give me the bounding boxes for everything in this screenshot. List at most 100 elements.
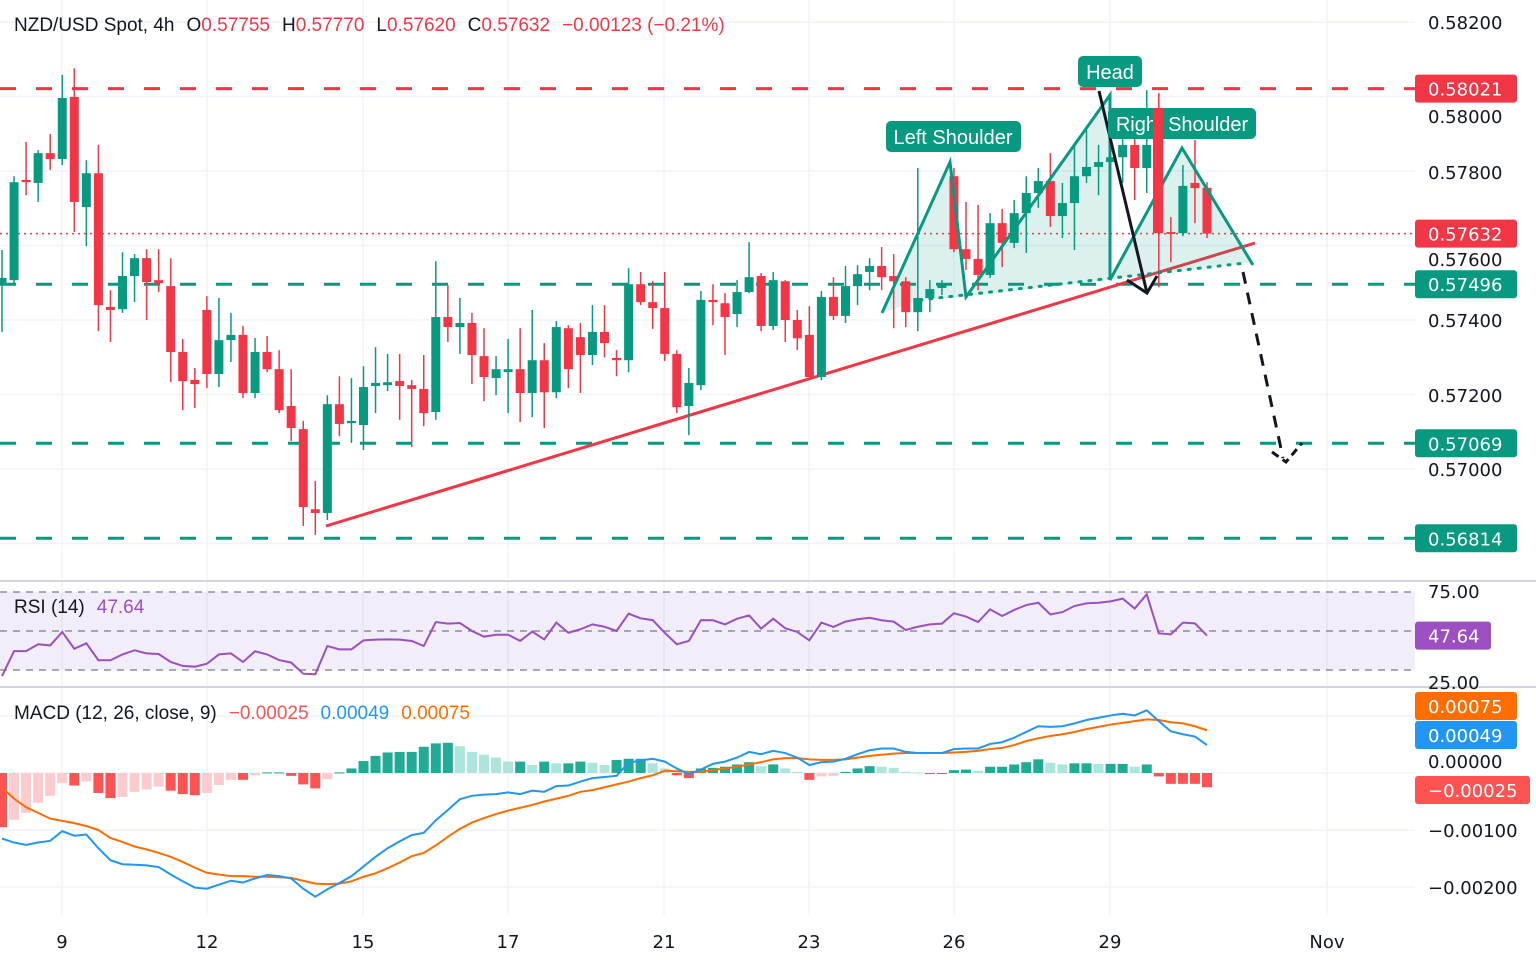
projection-arrow[interactable] [1241, 271, 1285, 459]
macd-hist-tag-bg [1415, 776, 1530, 804]
candle-body [154, 280, 164, 284]
candle-body [539, 360, 549, 393]
candle-body [575, 337, 585, 356]
right-shoulder-candle-overlay [1153, 108, 1163, 233]
candle-body [660, 308, 670, 354]
candle-body [997, 223, 1007, 243]
macd-signal-tag: 0.00075 [1428, 697, 1502, 718]
macd-histogram-bar [840, 771, 851, 773]
open-value: 0.57755 [201, 15, 270, 36]
candle-body [636, 284, 646, 303]
macd-histogram-bar [322, 773, 333, 780]
macd-histogram-bar [1189, 773, 1200, 784]
label-head[interactable]: Head [1078, 56, 1142, 87]
candle-body [431, 317, 441, 413]
candle-body [913, 298, 923, 313]
grid [0, 0, 1415, 915]
macd-histogram-bar [1141, 764, 1152, 773]
macd-histogram-bar [816, 773, 827, 777]
macd-histogram-bar [780, 768, 791, 773]
candle-body [238, 334, 248, 394]
candle-body [1094, 162, 1104, 167]
macd-histogram-bar [611, 759, 622, 773]
candle-body [648, 302, 658, 309]
candle-body [21, 179, 31, 183]
price-tick-label: 0.57800 [1428, 163, 1502, 184]
candle-body [828, 296, 838, 316]
macd-histogram-bar [69, 773, 80, 786]
candle-body [57, 97, 67, 160]
axes[interactable]: 0.58200 0.58000 0.57800 0.57600 0.57400 0.572… [56, 13, 1517, 953]
price-level-tag: 0.57496 [1428, 275, 1502, 296]
ascending-trendline[interactable] [325, 241, 1256, 528]
high-label: H [281, 15, 296, 36]
macd-histogram-bar [430, 743, 441, 773]
candle-body [1178, 185, 1188, 234]
candle-body [274, 369, 284, 411]
candle-body [105, 306, 115, 310]
candle-body [443, 317, 453, 328]
macd-histogram-bar [105, 773, 116, 799]
rsi-legend: RSI (14) 47.64 [14, 597, 144, 619]
macd-histogram-bar [1129, 766, 1140, 773]
macd-histogram-bar [454, 746, 465, 773]
macd-histogram-bar [756, 766, 767, 773]
candle-body [395, 381, 405, 386]
macd-signal-tag-bg [1415, 692, 1517, 720]
macd-histogram-bar [720, 766, 730, 773]
price-tick-label: 0.58000 [1428, 107, 1502, 128]
candle-body [551, 327, 561, 393]
macd-histogram-bar [936, 773, 947, 774]
candle-body [250, 352, 260, 394]
candle-body [130, 258, 140, 277]
macd-histogram-bar [129, 773, 140, 792]
macd-histogram-bar [647, 763, 658, 773]
macd-line-tag-bg [1415, 721, 1517, 749]
candle-body [612, 357, 622, 361]
macd-histogram-bar [888, 767, 899, 773]
candle-body [865, 265, 875, 272]
candle-body [118, 276, 127, 310]
macd-histogram-bar [683, 773, 694, 779]
macd-histogram-bar [213, 773, 224, 785]
head-drop-arrow[interactable] [1097, 90, 1149, 294]
neckline[interactable] [918, 261, 1247, 302]
candle-body [720, 303, 730, 318]
label-left-shoulder[interactable]: Left Shoulder [886, 121, 1021, 152]
date-tick-label: 26 [943, 932, 966, 953]
macd-histogram-bar [961, 769, 971, 773]
head-and-shoulders-outline[interactable] [880, 90, 1255, 314]
macd-histogram-bar [382, 752, 393, 773]
macd-histogram-bar [225, 773, 236, 780]
candle-body [732, 292, 742, 315]
macd-histogram-bar [912, 772, 923, 774]
macd-histogram-bar [9, 773, 20, 820]
candle-body [1057, 203, 1067, 217]
macd-histogram-bar [177, 773, 188, 795]
candle-body [503, 369, 513, 373]
candle-body [672, 353, 682, 408]
macd-legend: MACD (12, 26, close, 9) −0.00025 0.00049… [14, 703, 470, 725]
macd-histogram-bar [1105, 763, 1116, 773]
candle-body [973, 258, 983, 275]
macd-histogram-bar [21, 773, 32, 813]
candle-body [359, 387, 368, 426]
macd-histogram-bar [864, 766, 875, 773]
macd-histogram-bar [635, 758, 646, 773]
candle-body [889, 276, 899, 282]
candle-body [407, 385, 417, 389]
date-tick-label: 15 [352, 932, 375, 953]
rsi-value-tag: 47.64 [1428, 627, 1480, 648]
macd-hist-value: −0.00025 [228, 703, 309, 724]
low-label: L [376, 15, 387, 36]
date-tick-label: 12 [196, 932, 219, 953]
macd-histogram-bar [81, 773, 92, 782]
candle-body [455, 322, 465, 328]
label-right-shoulder[interactable]: Right Shoulder [1108, 108, 1256, 139]
macd-histogram-bar [792, 771, 803, 773]
price-level-tag-bg [1415, 74, 1517, 103]
close-value: 0.57632 [481, 15, 551, 36]
candle-body [214, 340, 224, 375]
macd-histogram-bar [394, 751, 405, 773]
